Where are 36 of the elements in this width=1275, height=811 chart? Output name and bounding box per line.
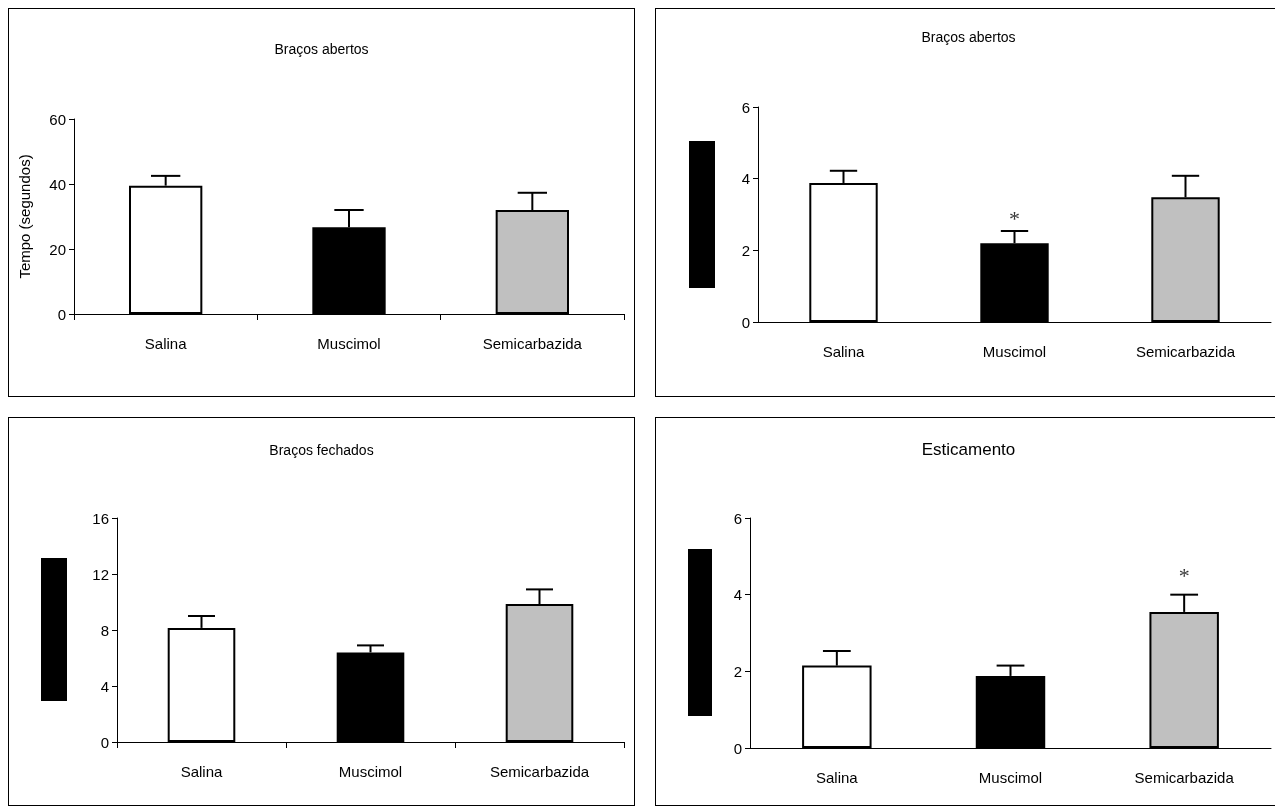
- y-tick-label: 8: [100, 621, 109, 639]
- annotation: *: [1009, 205, 1020, 231]
- chart-title: Braços fechados: [269, 442, 374, 458]
- x-tick-label: Muscimol: [338, 763, 403, 780]
- x-tick-label: Semicarbazida: [489, 763, 590, 780]
- x-tick-label: Salina: [144, 335, 188, 352]
- x-tick-label: Salina: [180, 763, 223, 780]
- y-tick-label: 0: [741, 313, 750, 331]
- y-tick-label: 0: [100, 733, 109, 751]
- y-tick-label: 2: [741, 241, 750, 259]
- x-tick-label: Semicarbazida: [1135, 343, 1236, 360]
- x-tick-label: Semicarbazida: [482, 335, 583, 352]
- y-tick-label: 12: [92, 565, 109, 583]
- y-tick-label: 0: [57, 305, 66, 323]
- y-tick-label: 20: [49, 240, 66, 258]
- y-axis-title: Tempo (segundos): [16, 154, 33, 279]
- y-tick-label: 0: [733, 739, 742, 757]
- chart-title: Braços abertos: [921, 29, 1016, 45]
- y-tick-label: 60: [49, 110, 66, 128]
- y-tick-label: 4: [741, 170, 750, 188]
- y-tick-label: 16: [92, 509, 109, 527]
- y-tick-label: 40: [49, 175, 66, 193]
- x-tick-label: Muscimol: [317, 335, 381, 352]
- chart-title: Esticamento: [921, 440, 1016, 459]
- x-tick-label: Salina: [815, 769, 859, 786]
- x-tick-label: Muscimol: [978, 769, 1043, 786]
- chart-title: Braços abertos: [274, 41, 369, 57]
- x-tick-label: Muscimol: [982, 343, 1047, 360]
- y-tick-label: 6: [733, 509, 742, 527]
- x-tick-label: Semicarbazida: [1134, 769, 1235, 786]
- y-tick-label: 2: [733, 662, 742, 680]
- annotation: *: [1178, 563, 1190, 588]
- x-tick-label: Salina: [822, 343, 865, 360]
- y-tick-label: 4: [733, 586, 742, 604]
- y-tick-label: 6: [741, 98, 750, 116]
- y-tick-label: 4: [100, 677, 109, 695]
